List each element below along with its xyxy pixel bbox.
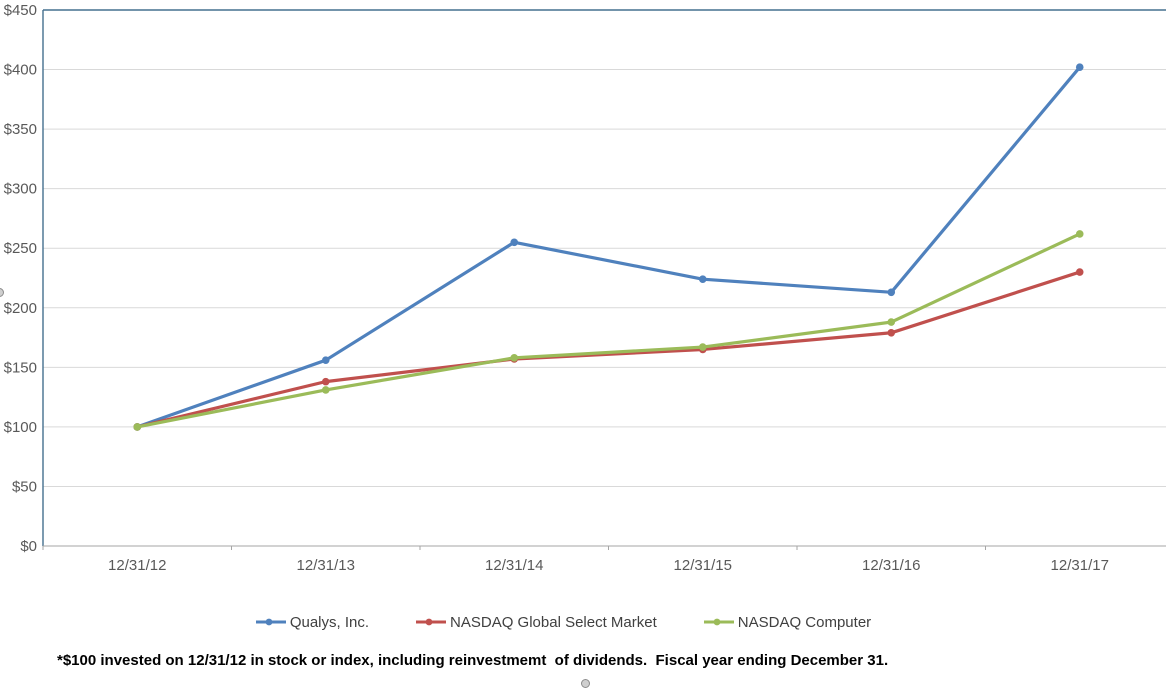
data-point-marker[interactable] (510, 238, 519, 247)
data-point-marker[interactable] (321, 386, 330, 394)
svg-text:$350: $350 (4, 121, 37, 138)
legend-label: NASDAQ Global Select Market (450, 613, 657, 631)
data-point-marker[interactable] (321, 377, 330, 386)
gridlines (43, 69, 1166, 487)
legend-item-nasdaq-computer[interactable]: NASDAQ Computer (703, 614, 871, 631)
svg-text:$100: $100 (4, 419, 37, 436)
legend-label: NASDAQ Computer (737, 613, 872, 631)
series-nasdaq-global-select-market[interactable] (133, 268, 1084, 431)
x-axis-labels: 12/31/12 12/31/13 12/31/14 12/31/15 12/31/16… (108, 557, 1109, 574)
svg-text:$0: $0 (20, 538, 37, 555)
data-point-marker[interactable] (321, 356, 330, 364)
legend-item-qualys[interactable]: Qualys, Inc. (255, 614, 369, 631)
data-point-marker[interactable] (887, 328, 896, 337)
data-point-marker[interactable] (887, 318, 896, 326)
data-point-marker[interactable] (698, 343, 707, 351)
plot-border (42, 9, 1166, 546)
data-point-marker[interactable] (1075, 268, 1084, 276)
y-axis-labels: $0 $50 $100 $150 $200 $250 $300 $350 $400 $450 (4, 2, 37, 555)
svg-text:$400: $400 (4, 62, 37, 79)
svg-text:12/31/16: 12/31/16 (862, 557, 920, 574)
legend: Qualys, Inc. NASDAQ Global Select Market… (0, 611, 1126, 633)
series-nasdaq-computer[interactable] (133, 230, 1084, 431)
svg-text:$200: $200 (4, 300, 37, 317)
svg-text:12/31/13: 12/31/13 (297, 557, 355, 574)
svg-text:12/31/12: 12/31/12 (108, 557, 166, 574)
data-point-marker[interactable] (1075, 230, 1084, 238)
svg-text:$50: $50 (12, 478, 37, 495)
svg-text:12/31/15: 12/31/15 (674, 557, 732, 574)
x-axis (42, 545, 1166, 550)
svg-text:$150: $150 (4, 359, 37, 376)
data-point-marker[interactable] (887, 288, 896, 297)
svg-text:12/31/14: 12/31/14 (485, 557, 543, 574)
footnote: *$100 invested on 12/31/12 in stock or i… (57, 652, 889, 669)
svg-text:$450: $450 (4, 2, 37, 19)
series-qualys-inc[interactable] (133, 63, 1084, 431)
selection-handle-bottom[interactable] (581, 679, 590, 688)
legend-label: Qualys, Inc. (289, 613, 370, 631)
legend-item-nasdaq-global-select[interactable]: NASDAQ Global Select Market (415, 614, 657, 631)
data-point-marker[interactable] (510, 354, 519, 362)
svg-text:$300: $300 (4, 181, 37, 198)
svg-text:12/31/17: 12/31/17 (1051, 557, 1109, 574)
legend-line-marker-icon (703, 618, 734, 626)
data-point-marker[interactable] (133, 423, 142, 431)
svg-text:$250: $250 (4, 240, 37, 257)
legend-line-marker-icon (416, 618, 447, 626)
legend-line-marker-icon (255, 618, 286, 626)
data-point-marker[interactable] (1075, 63, 1084, 71)
data-point-marker[interactable] (698, 275, 707, 283)
plot-area[interactable]: $0 $50 $100 $150 $200 $250 $300 $350 $400 $450 12/… (0, 0, 1166, 600)
